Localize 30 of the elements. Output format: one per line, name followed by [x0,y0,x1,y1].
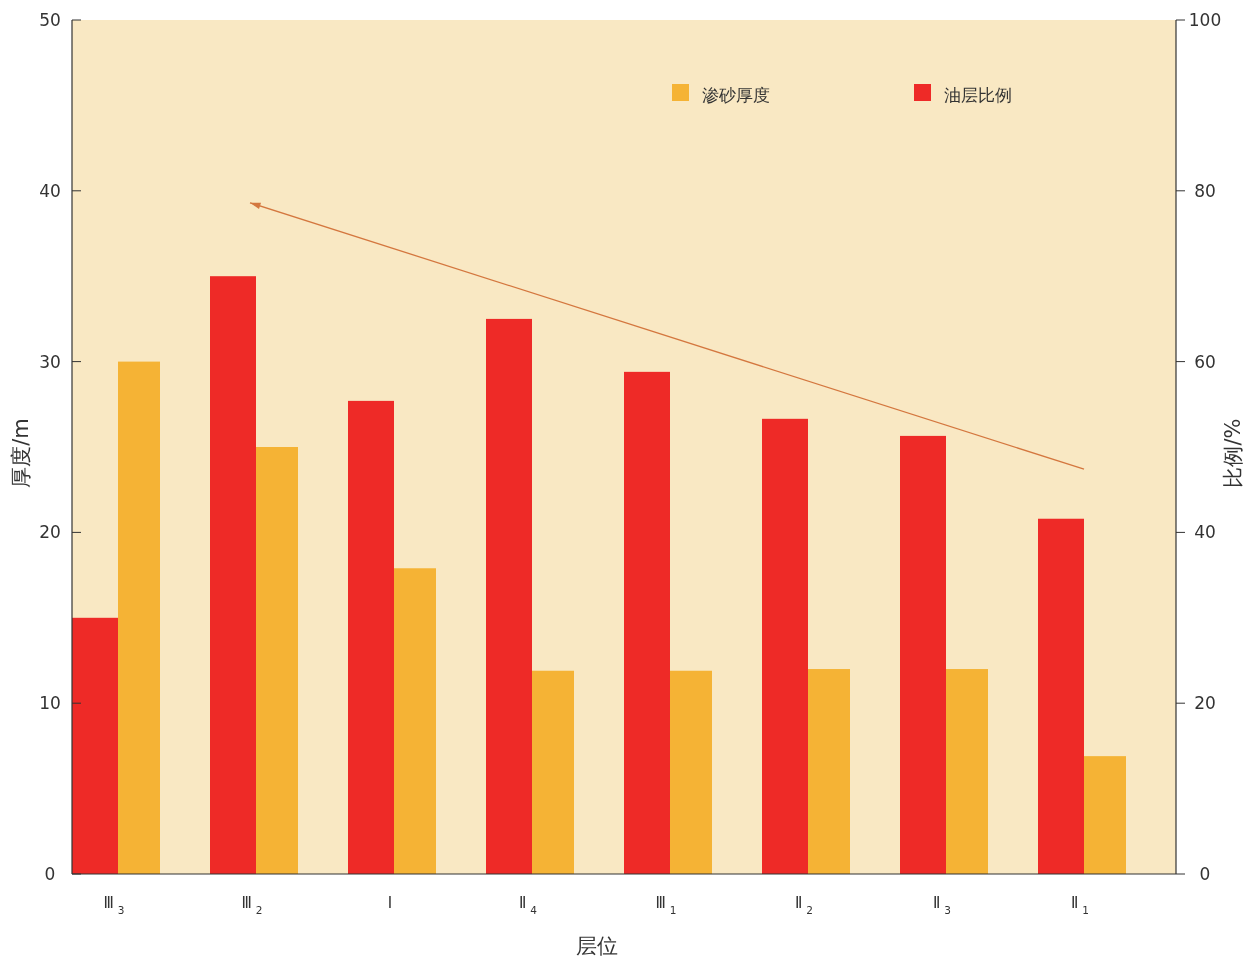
x-tick-label: Ⅲ$_{2}$ [241,894,263,916]
x-tick-label: Ⅰ [387,894,393,912]
y2-tick-label: 100 [1188,10,1222,30]
bar [1038,518,1084,874]
bar [624,371,670,874]
x-tick-label: Ⅲ$_{1}$ [655,894,677,916]
bar [762,418,808,874]
x-tick-label: Ⅱ$_{4}$ [518,894,538,916]
x-tick-label: Ⅱ$_{1}$ [1070,894,1090,916]
y-tick-label: 10 [39,693,61,714]
x-tick-label: Ⅱ$_{2}$ [794,894,814,916]
y2-tick-label: 20 [1194,693,1216,714]
y-tick-label: 40 [39,180,61,201]
y-tick-label: 20 [39,522,61,543]
legend-label: 油层比例 [944,85,1012,105]
y2-tick-label: 80 [1194,180,1216,201]
bar [486,318,532,874]
y2-axis-title: 比例/% [1221,418,1245,488]
y-tick-label: 0 [44,864,56,884]
y-axis-title: 厚度/m [9,418,33,488]
y-tick-label: 30 [39,351,61,372]
y2-tick-label: 40 [1194,522,1216,543]
x-tick-label: Ⅲ$_{3}$ [103,894,125,916]
bar [900,435,946,874]
y2-tick-label: 0 [1199,864,1211,884]
y2-tick-label: 60 [1194,351,1216,372]
x-axis-title: 层位 [576,934,618,958]
x-tick-label: Ⅱ$_{3}$ [932,894,952,916]
legend-label: 渗砂厚度 [702,85,770,105]
y-tick-label: 50 [39,10,61,30]
